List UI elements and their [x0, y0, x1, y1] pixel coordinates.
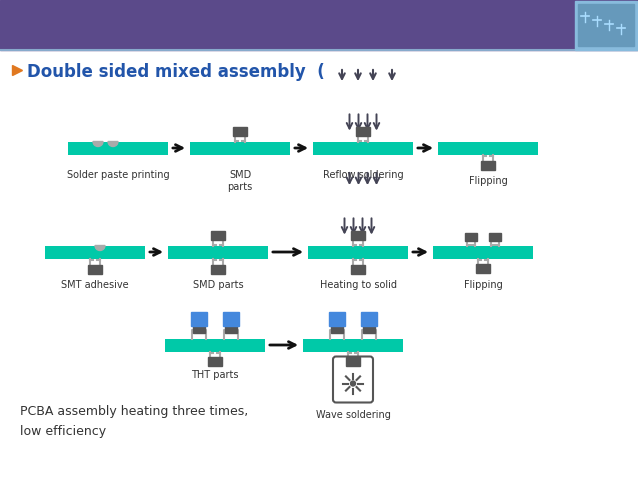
Wedge shape — [93, 141, 103, 147]
Bar — [578, 4, 634, 46]
Bar — [0, 0, 638, 50]
Bar — [361, 311, 377, 326]
Bar — [211, 264, 225, 274]
Bar — [481, 160, 495, 170]
Text: Double sided mixed assembly  (: Double sided mixed assembly ( — [27, 63, 325, 81]
Bar — [329, 311, 345, 326]
Bar — [433, 246, 533, 259]
Bar — [346, 356, 360, 365]
Bar — [351, 230, 365, 240]
Text: Reflow soldering: Reflow soldering — [323, 170, 403, 180]
Bar — [313, 141, 413, 155]
FancyBboxPatch shape — [333, 356, 373, 402]
Bar — [193, 326, 205, 332]
Bar — [191, 311, 207, 326]
Wedge shape — [108, 141, 118, 147]
Bar — [575, 1, 637, 50]
Bar — [303, 339, 403, 352]
Text: Flipping: Flipping — [464, 280, 502, 290]
Bar — [233, 126, 247, 136]
Bar — [489, 232, 501, 240]
Text: SMT adhesive: SMT adhesive — [61, 280, 129, 290]
Bar — [208, 356, 222, 365]
Bar — [225, 326, 237, 332]
Text: Flipping: Flipping — [469, 176, 507, 186]
Text: PCBA assembly heating three times,
low efficiency: PCBA assembly heating three times, low e… — [20, 405, 248, 438]
Bar — [68, 141, 168, 155]
Bar — [88, 264, 102, 274]
Bar — [211, 230, 225, 240]
Bar — [363, 326, 375, 332]
Text: SMD
parts: SMD parts — [227, 170, 253, 192]
Text: THT parts: THT parts — [191, 370, 239, 380]
Bar — [438, 141, 538, 155]
Bar — [165, 339, 265, 352]
Text: SMD parts: SMD parts — [193, 280, 243, 290]
Text: Solder paste printing: Solder paste printing — [67, 170, 169, 180]
Wedge shape — [95, 246, 105, 251]
Bar — [356, 126, 370, 136]
Bar — [190, 141, 290, 155]
Bar — [351, 264, 365, 274]
Bar — [223, 311, 239, 326]
Bar — [45, 246, 145, 259]
Bar — [476, 263, 490, 273]
Bar — [308, 246, 408, 259]
Text: Wave soldering: Wave soldering — [316, 410, 390, 420]
Bar — [168, 246, 268, 259]
Text: Heating to solid: Heating to solid — [320, 280, 396, 290]
Bar — [465, 232, 477, 240]
Circle shape — [350, 381, 355, 386]
Bar — [331, 326, 343, 332]
